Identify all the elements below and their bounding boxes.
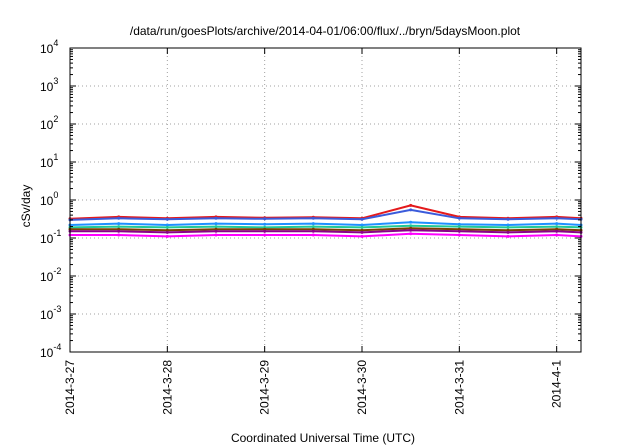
series-point (506, 223, 510, 227)
series-point (165, 223, 169, 227)
x-tick-labels: 2014-3-27 2014-3-28 2014-3-29 2014-3-30 2014… (63, 360, 564, 415)
series-point (263, 229, 267, 233)
series-point (506, 230, 510, 234)
y-tick-label: 101 (40, 152, 58, 170)
series-point (165, 228, 169, 232)
y-tick-label: 10-2 (40, 266, 61, 284)
y-tick-label: 102 (40, 114, 58, 132)
series-point (263, 222, 267, 226)
series-point (555, 222, 559, 226)
series-point (214, 227, 218, 231)
series-line (69, 208, 582, 221)
series-point (457, 222, 461, 226)
series-point (117, 222, 121, 226)
series-point (506, 217, 510, 221)
series-point (214, 216, 218, 220)
series-point (311, 222, 315, 226)
series-point (214, 222, 218, 226)
series-point (555, 227, 559, 231)
x-tick-label: 2014-3-29 (258, 360, 272, 415)
series-point (457, 233, 461, 237)
series-point (117, 216, 121, 220)
grid (70, 48, 581, 352)
series-line (69, 204, 582, 220)
x-axis-label: Coordinated Universal Time (UTC) (231, 431, 415, 445)
x-tick-label: 2014-3-30 (355, 360, 369, 415)
series-point (360, 217, 364, 221)
y-tick-label: 104 (40, 38, 58, 56)
series-point (311, 225, 315, 229)
series-point (457, 227, 461, 231)
y-tick-label: 10-3 (40, 304, 61, 322)
x-tick-label: 2014-4-1 (550, 360, 564, 408)
series-point (311, 233, 315, 237)
y-tick-label: 103 (40, 76, 58, 94)
series-point (117, 227, 121, 231)
series-point (165, 234, 169, 238)
series-point (165, 217, 169, 221)
series-point (409, 220, 413, 224)
series-point (165, 230, 169, 234)
series-point (117, 229, 121, 233)
x-tick-label: 2014-3-31 (452, 360, 466, 415)
series-point (457, 225, 461, 229)
series-point (263, 233, 267, 237)
series-point (214, 225, 218, 229)
series-point (311, 227, 315, 231)
series-point (457, 229, 461, 233)
series-point (360, 234, 364, 238)
series-point (311, 216, 315, 220)
series-point (555, 225, 559, 229)
y-tick-label: 10-4 (40, 342, 61, 360)
series-point (214, 229, 218, 233)
ticks (69, 47, 581, 353)
series-point (457, 216, 461, 220)
series-point (506, 234, 510, 238)
y-axis-label: cSv/day (19, 185, 33, 228)
series-point (409, 224, 413, 228)
series-point (506, 228, 510, 232)
series-line (70, 232, 582, 238)
series-line (69, 224, 582, 229)
y-tick-labels: 10-4 10-3 10-2 10-1 100 101 102 103 104 (40, 38, 61, 360)
series-point (409, 203, 413, 207)
series-point (311, 229, 315, 233)
series-point (360, 230, 364, 234)
series-point (360, 228, 364, 232)
series-point (117, 225, 121, 229)
series-point (555, 229, 559, 233)
series-point (555, 233, 559, 237)
series-point (409, 208, 413, 212)
series-point (360, 223, 364, 227)
series-point (360, 225, 364, 229)
series-point (214, 233, 218, 237)
y-tick-label: 100 (40, 190, 58, 208)
series-point (506, 225, 510, 229)
series-line (69, 221, 582, 226)
chart-title: /data/run/goesPlots/archive/2014-04-01/0… (130, 24, 521, 38)
x-tick-label: 2014-3-28 (160, 360, 174, 415)
series-point (263, 217, 267, 221)
series-point (555, 216, 559, 220)
x-tick-label: 2014-3-27 (63, 360, 77, 415)
series-point (409, 232, 413, 236)
series-point (117, 233, 121, 237)
series-line (70, 227, 582, 232)
y-tick-label: 10-1 (40, 228, 61, 246)
series-point (409, 228, 413, 232)
series-line (70, 229, 582, 234)
series-point (165, 225, 169, 229)
series-layer (68, 203, 583, 238)
series-point (263, 227, 267, 231)
